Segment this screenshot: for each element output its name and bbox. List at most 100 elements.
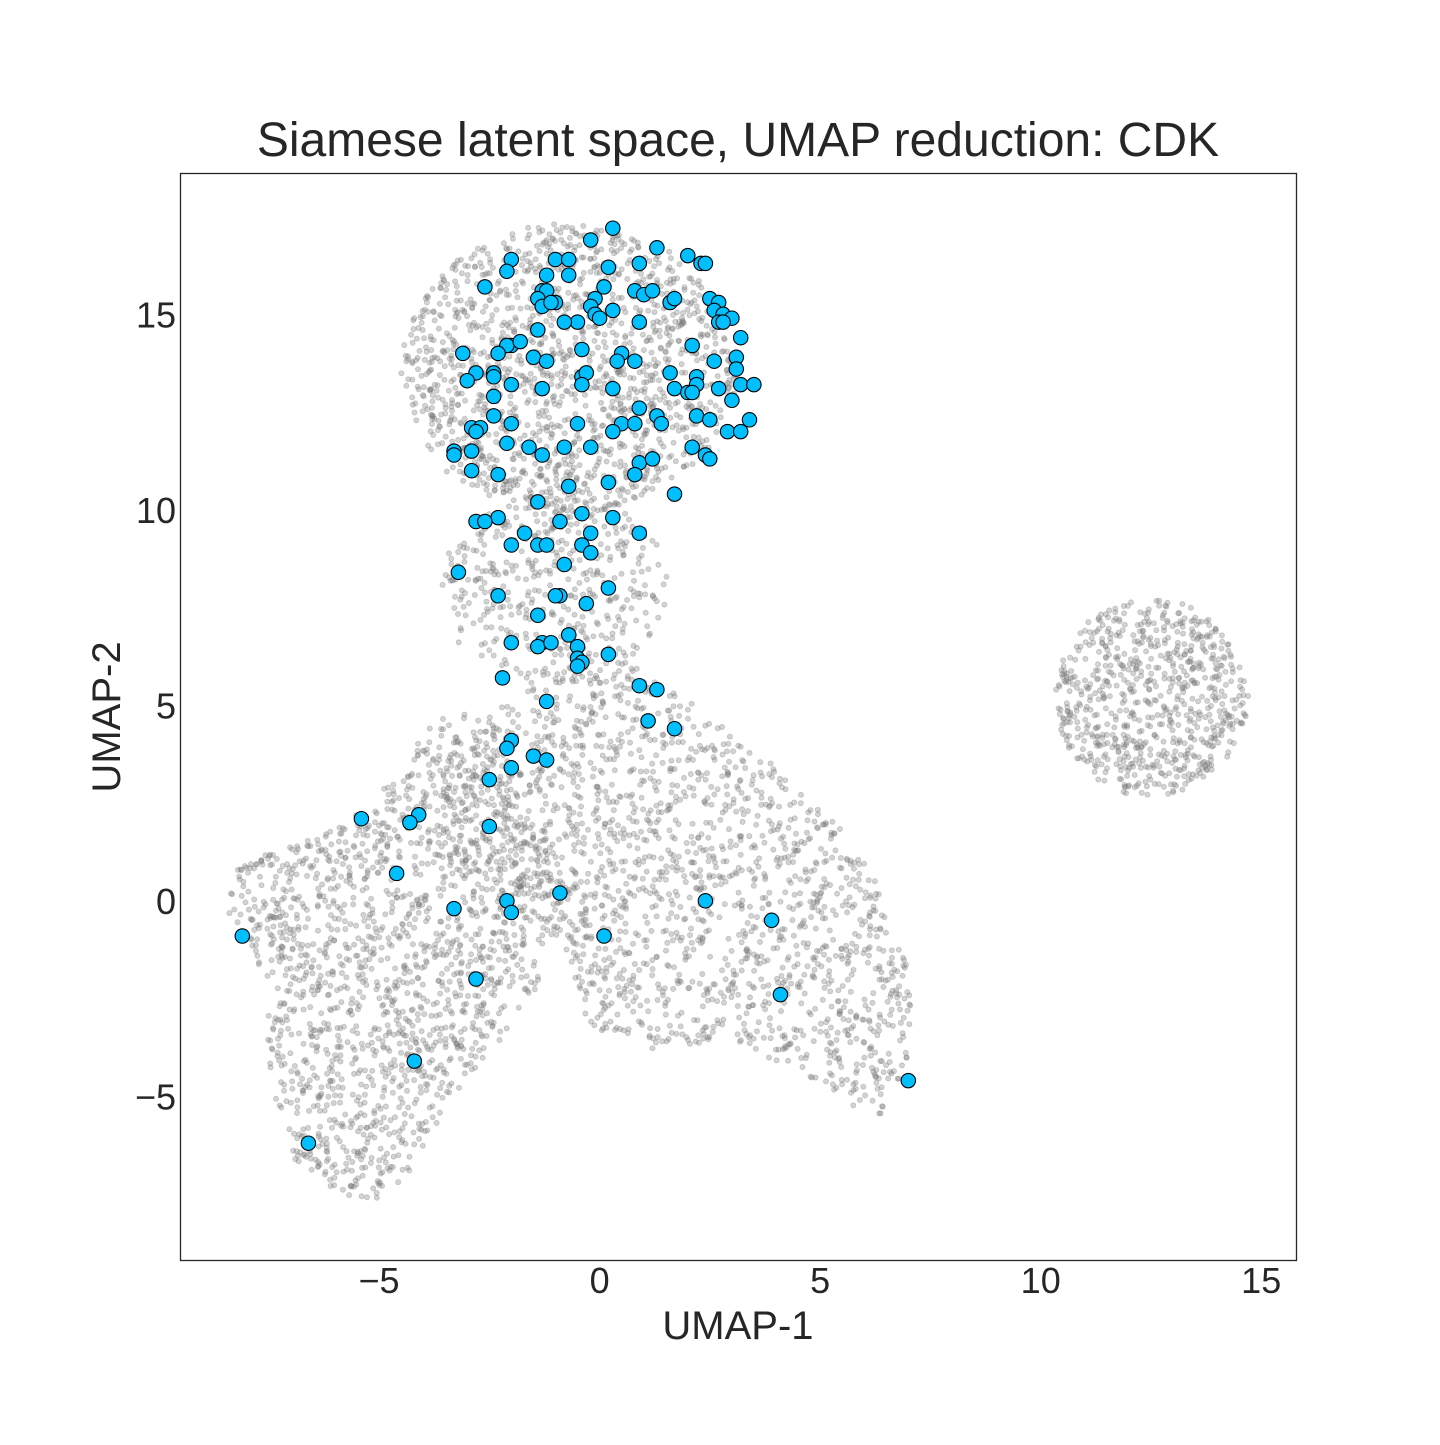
background-point	[236, 876, 243, 883]
background-point	[447, 1055, 454, 1062]
background-point	[389, 1089, 396, 1096]
background-point	[769, 1027, 776, 1034]
background-point	[697, 331, 704, 338]
background-point	[422, 344, 429, 351]
background-point	[1117, 767, 1124, 774]
background-point	[631, 961, 638, 968]
background-point	[626, 516, 633, 523]
background-point	[304, 872, 311, 879]
background-point	[348, 1167, 355, 1174]
background-point	[1212, 660, 1219, 667]
background-point	[675, 337, 682, 344]
background-point	[562, 306, 569, 313]
background-point	[487, 866, 494, 873]
background-point	[489, 1023, 496, 1030]
background-point	[760, 983, 767, 990]
background-point	[1144, 791, 1151, 798]
background-point	[368, 965, 375, 972]
background-point	[712, 334, 719, 341]
background-point	[409, 941, 416, 948]
background-point	[721, 901, 728, 908]
background-point	[532, 845, 539, 852]
background-point	[479, 308, 486, 315]
background-point	[412, 961, 419, 968]
background-point	[334, 1032, 341, 1039]
background-point	[443, 286, 450, 293]
background-point	[557, 399, 564, 406]
background-point	[421, 356, 428, 363]
background-point	[649, 485, 656, 492]
background-point	[664, 359, 671, 366]
background-point	[560, 503, 567, 510]
background-point	[579, 613, 586, 620]
background-point	[1090, 672, 1097, 679]
background-point	[1237, 683, 1244, 690]
background-point	[1210, 651, 1217, 658]
background-point	[1120, 665, 1127, 672]
background-point	[1107, 662, 1114, 669]
background-point	[426, 769, 433, 776]
background-point	[1116, 616, 1123, 623]
background-point	[281, 1060, 288, 1067]
background-point	[670, 703, 677, 710]
background-point	[539, 241, 546, 248]
background-point	[473, 402, 480, 409]
background-point	[714, 998, 721, 1005]
background-point	[1193, 772, 1200, 779]
background-point	[502, 478, 509, 485]
background-point	[1229, 726, 1236, 733]
background-point	[344, 1039, 351, 1046]
background-point	[504, 793, 511, 800]
background-point	[601, 338, 608, 345]
background-point	[574, 295, 581, 302]
background-point	[555, 338, 562, 345]
background-point	[490, 652, 497, 659]
background-point	[1095, 616, 1102, 623]
background-point	[1154, 637, 1161, 644]
background-point	[548, 375, 555, 382]
background-point	[1139, 627, 1146, 634]
background-point	[1188, 744, 1195, 751]
background-point	[638, 279, 645, 286]
background-point	[453, 751, 460, 758]
background-point	[1160, 783, 1167, 790]
background-point	[380, 1001, 387, 1008]
background-point	[464, 313, 471, 320]
background-point	[1245, 693, 1252, 700]
background-point	[1130, 688, 1137, 695]
background-point	[410, 317, 417, 324]
background-point	[416, 1135, 423, 1142]
background-point	[595, 344, 602, 351]
background-point	[384, 955, 391, 962]
background-point	[369, 864, 376, 871]
background-point	[1188, 631, 1195, 638]
background-point	[461, 307, 468, 314]
background-point	[549, 431, 556, 438]
background-point	[722, 955, 729, 962]
background-point	[649, 883, 656, 890]
background-point	[1228, 678, 1235, 685]
background-point	[467, 1060, 474, 1067]
background-point	[758, 801, 765, 808]
background-point	[425, 294, 432, 301]
background-point	[409, 1030, 416, 1037]
background-point	[268, 957, 275, 964]
background-point	[359, 1045, 366, 1052]
background-point	[431, 381, 438, 388]
background-point	[330, 900, 337, 907]
background-point	[606, 557, 613, 564]
background-point	[652, 393, 659, 400]
background-point	[1165, 634, 1172, 641]
background-point	[566, 461, 573, 468]
background-point	[703, 322, 710, 329]
background-point	[455, 738, 462, 745]
background-point	[1173, 621, 1180, 628]
background-point	[586, 357, 593, 364]
background-point	[326, 1117, 333, 1124]
background-point	[515, 1004, 522, 1011]
background-point	[460, 894, 467, 901]
background-point	[430, 431, 437, 438]
background-point	[738, 967, 745, 974]
background-point	[593, 227, 600, 234]
background-point	[527, 263, 534, 270]
